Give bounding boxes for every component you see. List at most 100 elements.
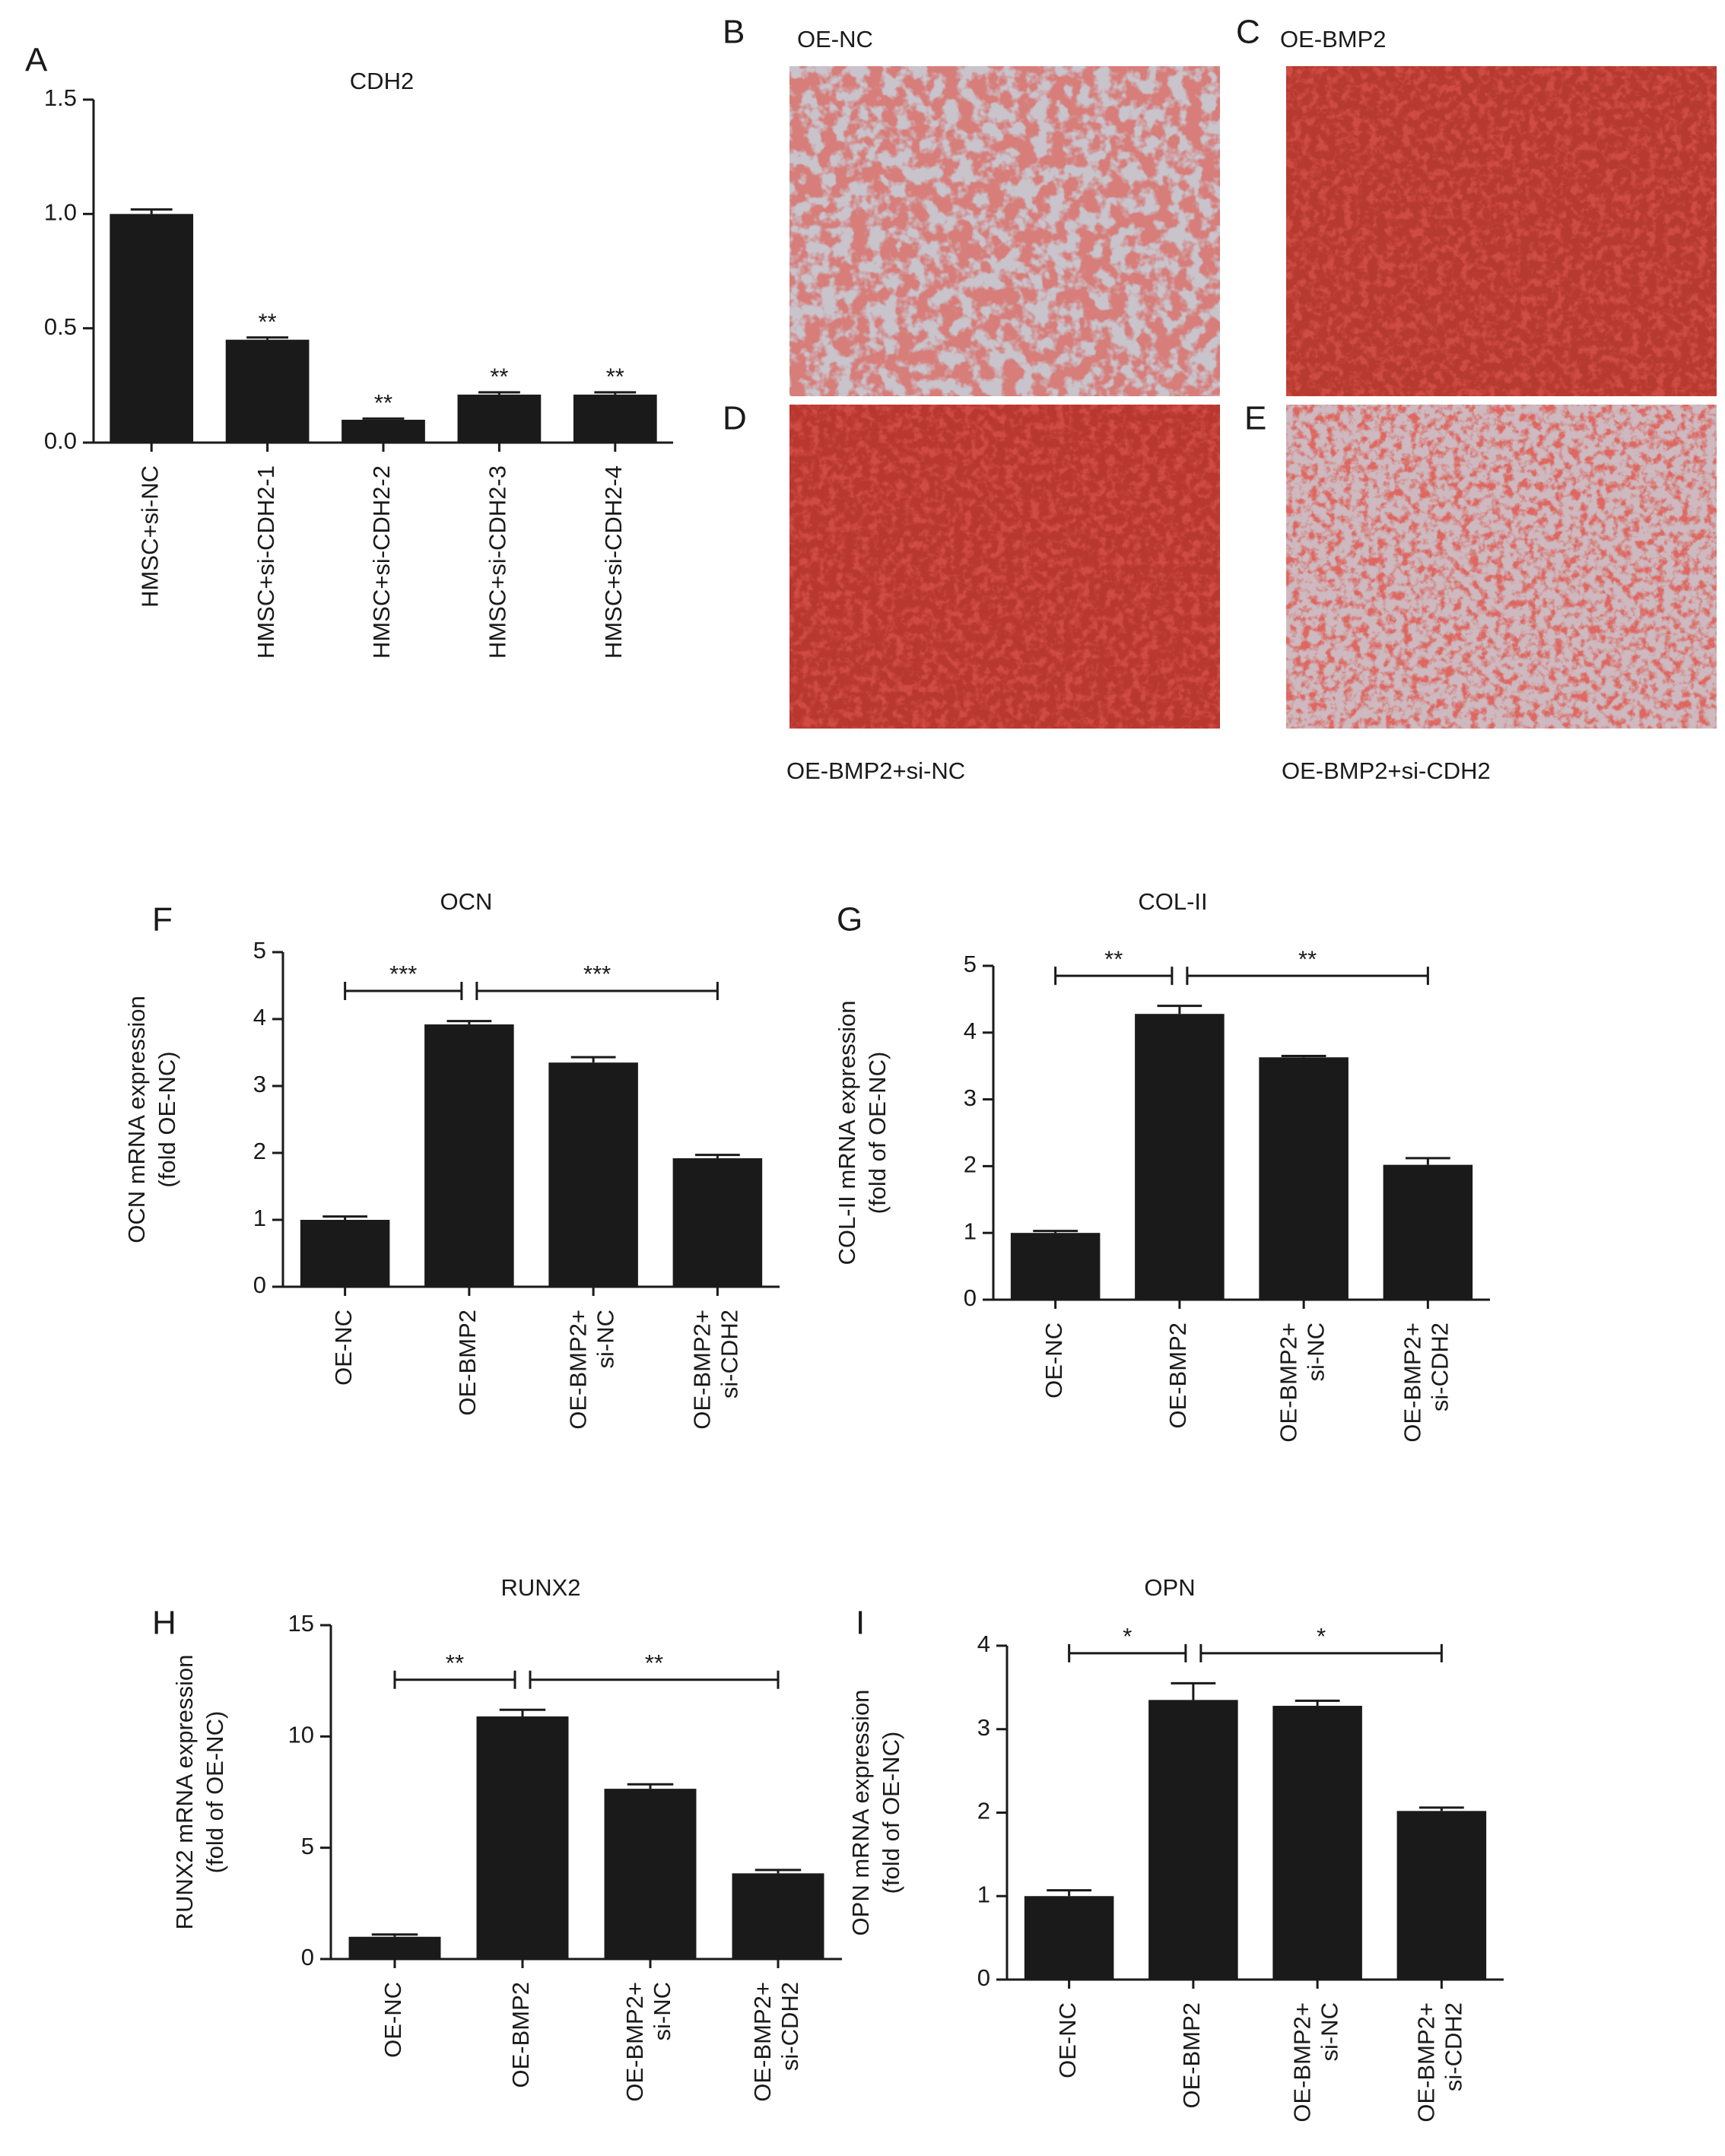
x-tick-label: HMSC+si-CDH2-3 [484,465,511,659]
y-tick-label: 3 [964,1084,977,1111]
bar [1024,1896,1114,1980]
bar [548,1062,638,1287]
x-tick-label: HMSC+si-CDH2-4 [600,465,627,659]
significance: ** [259,308,277,335]
panel-letter: G [837,901,862,938]
x-tick-label: si-NC [592,1310,618,1369]
y-axis-label: (fold OE-NC) [154,1051,180,1187]
y-tick-label: 2 [977,1798,990,1824]
y-tick-label: 0.5 [44,313,77,340]
x-tick-label: OE-BMP2+ [621,1982,648,2102]
error-bar [1047,1889,1092,1897]
error-bar [1033,1230,1079,1234]
y-tick-label: 2 [253,1138,266,1164]
bar [1396,1811,1487,1980]
significance: ** [490,363,508,389]
bar [342,419,425,443]
y-axis-label: COL-II mRNA expression [834,1001,860,1265]
y-tick-label: 5 [253,937,266,964]
y-axis-label: OPN mRNA expression [847,1690,874,1936]
bar [573,394,657,443]
x-tick-label: OE-BMP2 [1164,1322,1191,1429]
error-bar [1171,1681,1216,1700]
panel-letter: E [1244,400,1266,437]
y-tick-label: 1 [977,1881,990,1907]
chart-title: COL-II [1138,888,1207,915]
significance-bracket [1199,1643,1443,1662]
y-tick-label: 0 [977,1964,990,1991]
y-axis-label: (fold of OE-NC) [864,1052,891,1215]
image-d-texture [789,405,1220,729]
error-bar [130,208,173,214]
x-tick-label: si-CDH2 [1427,1322,1453,1411]
panel-letter: I [856,1605,865,1642]
x-tick-label: OE-NC [1040,1322,1067,1399]
bar [1383,1164,1473,1300]
y-tick-label: 4 [977,1630,990,1657]
bar [1135,1014,1225,1300]
panel-letter: C [1236,14,1260,51]
y-tick-label: 1.0 [44,199,77,226]
y-axis-label: (fold of OE-NC) [202,1711,228,1874]
y-tick-label: 10 [288,1722,314,1748]
y-tick-label: 0 [253,1272,266,1298]
x-tick-label: OE-BMP2+ [1275,1322,1301,1443]
error-bar [754,1869,802,1874]
image-caption: OE-BMP2+si-CDH2 [1282,757,1491,784]
y-tick-label: 1 [253,1205,266,1231]
bar [1148,1700,1238,1980]
x-tick-label: si-CDH2 [1441,2002,1467,2091]
error-bar [446,1020,492,1025]
error-bar [627,1783,674,1789]
y-tick-label: 2 [964,1151,977,1178]
significance: * [1123,1623,1132,1650]
y-tick-label: 3 [977,1714,990,1741]
image-c-texture [1286,66,1717,396]
error-bar [594,391,637,395]
significance: ** [645,1650,663,1676]
significance-bracket [1186,967,1429,986]
error-bar [362,417,405,420]
bar [672,1158,763,1287]
error-bar [1295,1699,1340,1707]
bar [732,1873,824,1959]
error-bar [1281,1055,1326,1058]
significance: ** [446,1650,464,1676]
error-bar [1418,1806,1464,1811]
y-tick-label: 1.5 [44,84,77,111]
image-caption: OE-NC [797,26,873,52]
bar [424,1024,514,1287]
image-e-texture [1286,405,1717,729]
error-bar [322,1215,368,1220]
significance: * [1317,1623,1326,1650]
error-bar [570,1056,616,1063]
error-bar [694,1154,740,1159]
x-tick-label: OE-BMP2+ [564,1310,591,1430]
x-tick-label: HMSC+si-CDH2-1 [253,465,279,659]
bar [604,1789,697,1959]
x-tick-label: OE-BMP2 [1178,2002,1205,2109]
panel-letter: B [723,14,745,51]
y-tick-label: 5 [301,1833,314,1859]
significance-bracket [475,982,719,1001]
panel-letter: D [723,400,747,437]
y-tick-label: 4 [253,1004,266,1030]
y-axis-label: (fold of OE-NC) [878,1732,904,1894]
x-tick-label: OE-BMP2 [454,1310,481,1416]
bar [225,339,310,443]
bar [110,214,194,443]
x-tick-label: si-NC [649,1982,675,2041]
panel-letter: A [25,42,48,79]
error-bar [371,1933,418,1937]
x-tick-label: si-NC [1302,1322,1329,1382]
y-axis-label: RUNX2 mRNA expression [171,1655,198,1930]
y-tick-label: 4 [964,1018,977,1044]
y-tick-label: 15 [288,1610,314,1637]
significance-bracket [344,982,463,1001]
chart-title: CDH2 [350,68,414,94]
chart-title: OPN [1144,1574,1195,1601]
image-caption: OE-BMP2+si-NC [786,757,965,784]
x-tick-label: si-NC [1316,2002,1342,2062]
x-tick-label: si-CDH2 [777,1982,803,2071]
